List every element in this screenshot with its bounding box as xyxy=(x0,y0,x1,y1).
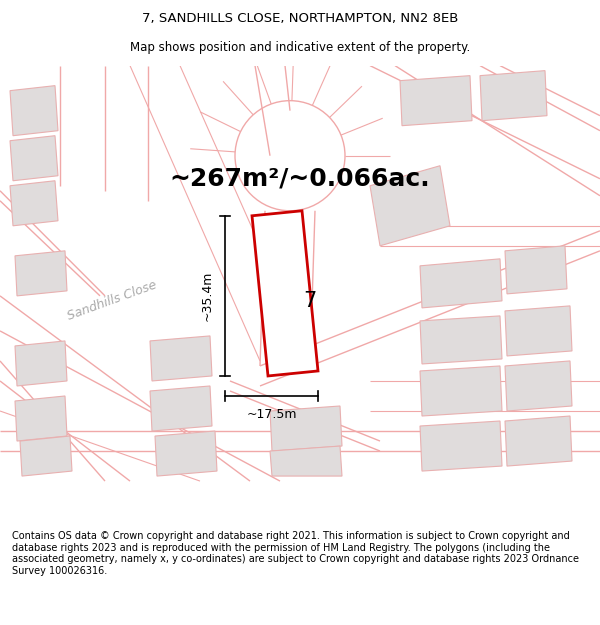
Polygon shape xyxy=(15,396,67,441)
Polygon shape xyxy=(150,336,212,381)
Text: Map shows position and indicative extent of the property.: Map shows position and indicative extent… xyxy=(130,41,470,54)
Polygon shape xyxy=(420,366,502,416)
Polygon shape xyxy=(10,86,58,136)
Polygon shape xyxy=(20,436,72,476)
Polygon shape xyxy=(15,341,67,386)
Polygon shape xyxy=(155,431,217,476)
Text: Sandhills Close: Sandhills Close xyxy=(65,279,158,323)
Text: ~267m²/~0.066ac.: ~267m²/~0.066ac. xyxy=(170,167,430,191)
Polygon shape xyxy=(480,71,547,121)
Polygon shape xyxy=(505,361,572,411)
Polygon shape xyxy=(10,181,58,226)
Polygon shape xyxy=(505,416,572,466)
Polygon shape xyxy=(252,211,318,376)
Polygon shape xyxy=(505,246,567,294)
Text: 7: 7 xyxy=(304,291,317,311)
Polygon shape xyxy=(370,166,450,246)
Polygon shape xyxy=(505,306,572,356)
Polygon shape xyxy=(420,421,502,471)
Polygon shape xyxy=(420,259,502,308)
Text: Contains OS data © Crown copyright and database right 2021. This information is : Contains OS data © Crown copyright and d… xyxy=(12,531,579,576)
Polygon shape xyxy=(270,406,342,451)
Polygon shape xyxy=(150,386,212,431)
Text: ~17.5m: ~17.5m xyxy=(246,408,297,421)
Polygon shape xyxy=(420,316,502,364)
Polygon shape xyxy=(270,446,342,476)
Polygon shape xyxy=(400,76,472,126)
Polygon shape xyxy=(15,251,67,296)
Text: 7, SANDHILLS CLOSE, NORTHAMPTON, NN2 8EB: 7, SANDHILLS CLOSE, NORTHAMPTON, NN2 8EB xyxy=(142,12,458,25)
Text: ~35.4m: ~35.4m xyxy=(200,271,214,321)
Polygon shape xyxy=(10,136,58,181)
